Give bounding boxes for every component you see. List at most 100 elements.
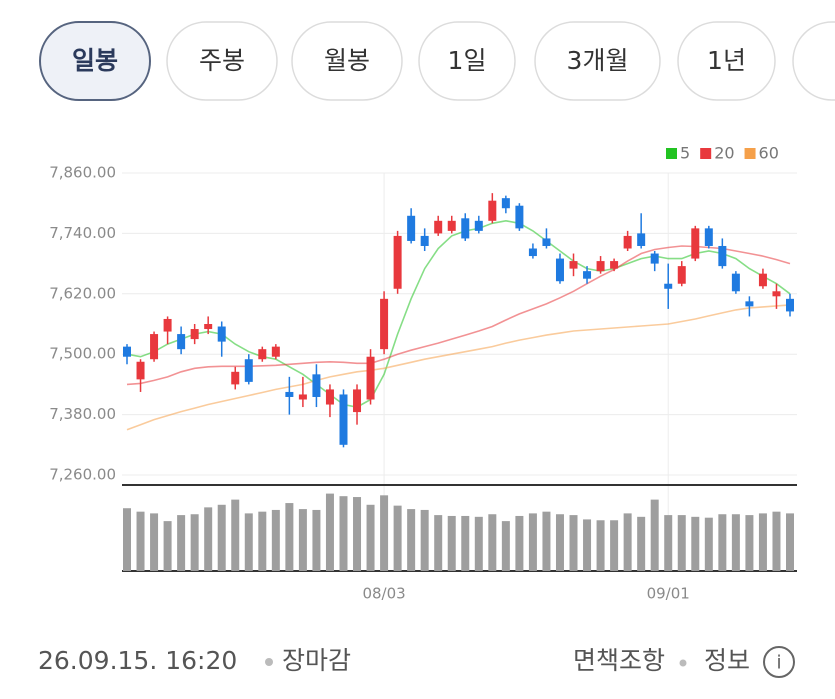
tab-label: 1일 — [448, 46, 487, 75]
volume-bar — [786, 513, 794, 571]
info-link[interactable]: 정보 — [704, 646, 750, 675]
legend-swatch — [700, 148, 712, 159]
volume-bar — [420, 509, 429, 571]
tab-button[interactable] — [418, 21, 516, 101]
legend-label: 60 — [759, 144, 779, 163]
disclaimer-link[interactable]: 면책조항 — [573, 646, 665, 675]
volume-bar — [745, 515, 754, 571]
volume-bar — [298, 509, 307, 571]
candle-body — [786, 298, 794, 312]
candle-body — [244, 359, 253, 382]
y-tick-label: 7,860.00 — [49, 164, 116, 182]
tab-button[interactable] — [39, 21, 151, 101]
candle-body — [637, 233, 646, 246]
candle-body — [163, 318, 172, 332]
volume-bar — [623, 513, 632, 571]
volume-bar — [731, 514, 740, 571]
tab-button[interactable] — [166, 21, 278, 101]
volume-bar — [380, 495, 389, 571]
candle-body — [258, 349, 267, 360]
candle-body — [231, 371, 240, 385]
volume-bar — [718, 514, 727, 571]
candle-body — [664, 283, 673, 289]
candle-body — [596, 261, 605, 272]
info-icon-glyph: i — [776, 652, 781, 674]
volume-bar — [123, 508, 131, 571]
volume-bar — [650, 499, 659, 571]
candle-body — [325, 389, 334, 405]
volume-bar — [325, 493, 334, 571]
volume-bar — [488, 514, 497, 571]
candle-body — [190, 329, 199, 340]
legend-swatch — [744, 148, 756, 159]
moving-average-line — [126, 304, 791, 431]
legend-label: 5 — [680, 144, 690, 163]
info-icon[interactable] — [763, 646, 795, 678]
volume-bar — [177, 515, 186, 571]
candle-body — [610, 261, 619, 269]
candle-body — [177, 334, 186, 350]
volume-bar — [691, 516, 700, 571]
candle-body — [217, 326, 226, 342]
candle-body — [528, 248, 537, 257]
candle-body — [353, 389, 362, 413]
candle-body — [461, 218, 470, 239]
candle-body — [650, 253, 659, 264]
tab-label: 주봉 — [199, 46, 245, 75]
volume-bar — [393, 505, 402, 571]
candle-body — [488, 200, 497, 221]
candle-body — [542, 238, 551, 246]
volume-bar — [569, 515, 578, 571]
candle-body — [434, 220, 443, 234]
tab-button[interactable] — [534, 21, 661, 101]
tab-button[interactable] — [677, 21, 776, 101]
volume-bar — [353, 497, 362, 571]
candle-body — [555, 258, 564, 282]
candle-body — [691, 228, 700, 259]
candle-body — [420, 235, 429, 246]
x-tick-label: 09/01 — [647, 585, 690, 603]
volume-bar — [596, 520, 605, 571]
volume-bar — [339, 496, 348, 571]
volume-bar — [312, 509, 321, 571]
moving-average-line — [126, 245, 791, 386]
volume-bar — [583, 519, 592, 571]
y-tick-label: 7,260.00 — [49, 466, 116, 484]
candle-body — [501, 198, 510, 209]
volume-bar — [501, 521, 510, 571]
candle-body — [731, 273, 740, 292]
tab-label: 1년 — [707, 46, 746, 75]
candle-body — [407, 215, 416, 241]
candle-body — [393, 235, 402, 289]
tab-button[interactable] — [792, 21, 835, 101]
volume-bar — [542, 511, 551, 571]
volume-bar — [190, 514, 199, 571]
candle-body — [150, 334, 159, 360]
y-tick-label: 7,620.00 — [49, 284, 116, 302]
candle-body — [474, 220, 483, 231]
candle-body — [704, 228, 713, 246]
volume-bar — [271, 509, 280, 571]
candle-body — [677, 266, 686, 284]
volume-bar — [258, 511, 267, 571]
volume-bar — [664, 515, 673, 571]
candle-body — [366, 356, 375, 400]
moving-average-line — [126, 219, 791, 408]
tab-label: 일봉 — [72, 46, 118, 75]
volume-bar — [461, 515, 470, 571]
timestamp: 26.09.15. 16:20 — [38, 646, 237, 675]
candle-body — [515, 205, 524, 229]
volume-bar — [758, 513, 767, 571]
legend-swatch — [666, 148, 677, 159]
separator-dot — [679, 659, 687, 667]
y-tick-label: 7,380.00 — [49, 405, 116, 423]
volume-bar — [285, 503, 294, 571]
volume-bar — [366, 504, 375, 571]
tab-button[interactable] — [291, 21, 403, 101]
volume-bar — [637, 516, 646, 571]
candle-body — [758, 273, 767, 287]
tab-label: 월봉 — [324, 46, 370, 75]
candle-body — [718, 245, 727, 267]
